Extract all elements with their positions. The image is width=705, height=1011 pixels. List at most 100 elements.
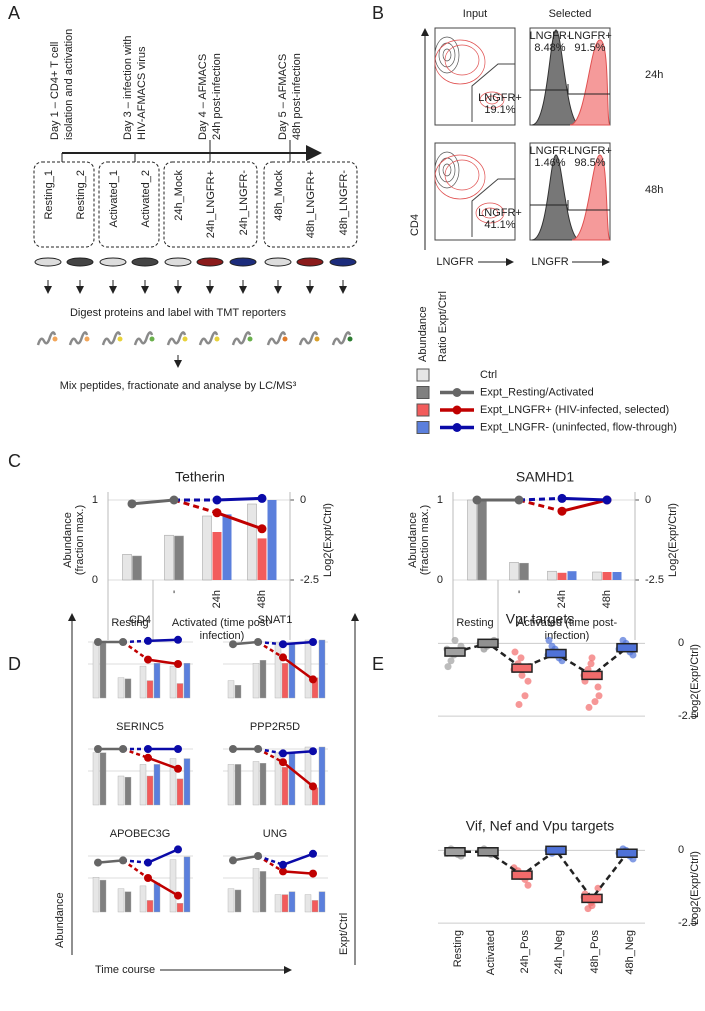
peptide (231, 331, 252, 346)
legend-dot (452, 423, 462, 432)
ratio-point (144, 655, 152, 664)
culture-dish (196, 257, 224, 267)
x-tick-label: 48h_Neg (624, 930, 636, 975)
ratio-point (144, 636, 152, 645)
ratio-line (561, 498, 608, 513)
y-axis-label: Abundance (407, 512, 419, 568)
x-tick-label: 24h (556, 590, 568, 608)
ratio-line (147, 756, 179, 770)
bar (139, 665, 147, 699)
chart-title: Vif, Nef and Vpu targets (466, 818, 614, 834)
bar (222, 514, 232, 580)
bar (557, 572, 567, 580)
sample-label: Resting_1 (43, 170, 55, 220)
bar (92, 642, 100, 699)
day-label: 48h post-infection (291, 53, 303, 140)
median (545, 648, 567, 659)
ratio-point (94, 858, 102, 867)
gate-label: LNGFR- (530, 30, 571, 42)
bar (304, 746, 312, 806)
bar (183, 856, 191, 913)
gate-label: 98.5% (574, 157, 605, 169)
ratio-point (212, 508, 222, 518)
day-label: Day 5 – AFMACS (277, 54, 289, 140)
point (585, 703, 593, 711)
x-group-label: Activated (time post- (517, 617, 618, 629)
bar (547, 570, 557, 581)
ratio-point (254, 745, 262, 753)
culture-dish (34, 257, 62, 267)
gene-title: APOBEC3G (110, 828, 171, 840)
x-tick-label: Resting (111, 617, 148, 629)
bar (252, 663, 260, 699)
point (594, 683, 602, 691)
bar (183, 663, 191, 699)
ratio-point (309, 747, 317, 756)
bar (267, 500, 277, 580)
panel-label: A (8, 3, 20, 23)
bar (288, 642, 296, 699)
bar (174, 535, 184, 581)
bar (304, 639, 312, 699)
y-tick-label: 0 (437, 574, 443, 586)
median (511, 663, 533, 673)
ratio-line (232, 640, 259, 646)
bar (602, 572, 612, 580)
panel-label: C (8, 451, 21, 471)
bar (281, 767, 289, 806)
ratio-line (257, 854, 284, 873)
median (616, 848, 638, 858)
y2-tick-label: -2.5 (645, 574, 664, 586)
bar (227, 680, 235, 699)
bar (612, 572, 622, 580)
day-label: isolation and activation (63, 29, 75, 140)
x-tick-label: 48h_Pos (589, 930, 601, 974)
bar (288, 752, 296, 806)
panel-label: E (372, 654, 384, 674)
bar (259, 660, 267, 699)
ratio-line (147, 848, 179, 864)
gate-label: LNGFR+ (478, 92, 522, 104)
point (524, 677, 532, 685)
tmt-tag (347, 336, 353, 342)
ratio-point (279, 758, 287, 767)
ratio-line (173, 498, 218, 515)
bar (281, 663, 289, 699)
gene-title: PPP2R5D (250, 721, 300, 733)
y2-tick-label: 0 (645, 494, 651, 506)
axis-label: Expt/Ctrl (338, 913, 350, 955)
legend-swatch (416, 403, 430, 417)
bar (288, 891, 296, 913)
bar (318, 639, 326, 699)
axis-label: LNGFR (531, 256, 568, 268)
tmt-tag (314, 336, 320, 342)
gate-label: 91.5% (574, 42, 605, 54)
gate-label: 19.1% (484, 104, 515, 116)
median (477, 847, 499, 857)
ratio-point (174, 635, 182, 644)
ratio-line (282, 870, 314, 875)
point (451, 636, 459, 644)
bar (212, 532, 222, 580)
median (444, 847, 466, 857)
ratio-line (147, 658, 179, 666)
day-label: Day 4 – AFMACS (197, 54, 209, 140)
median (477, 638, 499, 649)
bar (274, 642, 282, 699)
step-text: Mix peptides, fractionate and analyse by… (60, 380, 297, 392)
sample-label: 48h_LNGFR+ (305, 170, 317, 238)
x-tick-label: 24h_Pos (519, 930, 531, 974)
legend-label: Ctrl (480, 369, 497, 381)
point (511, 648, 519, 656)
bar (183, 758, 191, 806)
bar (117, 677, 125, 699)
median (616, 642, 638, 653)
gate-label: LNGFR- (530, 145, 571, 157)
gene-title: SERINC5 (116, 721, 164, 733)
culture-dish (229, 257, 257, 267)
bar (467, 499, 477, 581)
bar (169, 665, 177, 699)
ratio-line (122, 859, 149, 880)
gate-label: 8.48% (534, 42, 565, 54)
point (444, 663, 452, 671)
